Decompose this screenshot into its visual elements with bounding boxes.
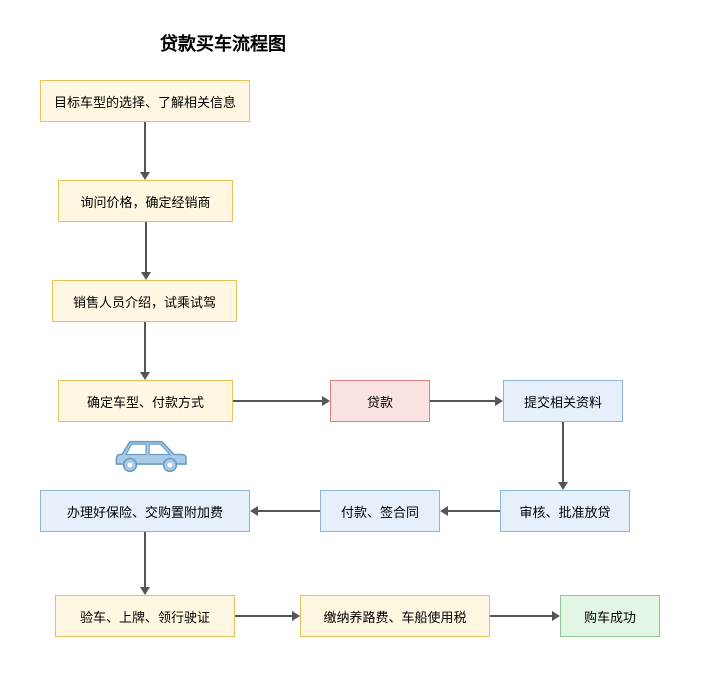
flow-node-n3: 销售人员介绍，试乘试驾 [52, 280, 237, 322]
car-icon [110, 430, 190, 475]
flow-node-n10: 验车、上牌、领行驶证 [55, 595, 235, 637]
flow-node-n9: 办理好保险、交购置附加费 [40, 490, 250, 532]
flow-node-n4: 确定车型、付款方式 [58, 380, 233, 422]
diagram-title: 贷款买车流程图 [160, 30, 286, 56]
flow-node-n7: 审核、批准放贷 [500, 490, 630, 532]
flow-node-n6: 提交相关资料 [503, 380, 623, 422]
flow-node-n11: 缴纳养路费、车船使用税 [300, 595, 490, 637]
flow-node-n12: 购车成功 [560, 595, 660, 637]
flow-node-n1: 目标车型的选择、了解相关信息 [40, 80, 250, 122]
flow-node-n8: 付款、签合同 [320, 490, 440, 532]
flow-node-n2: 询问价格，确定经销商 [58, 180, 233, 222]
flow-node-n5: 贷款 [330, 380, 430, 422]
